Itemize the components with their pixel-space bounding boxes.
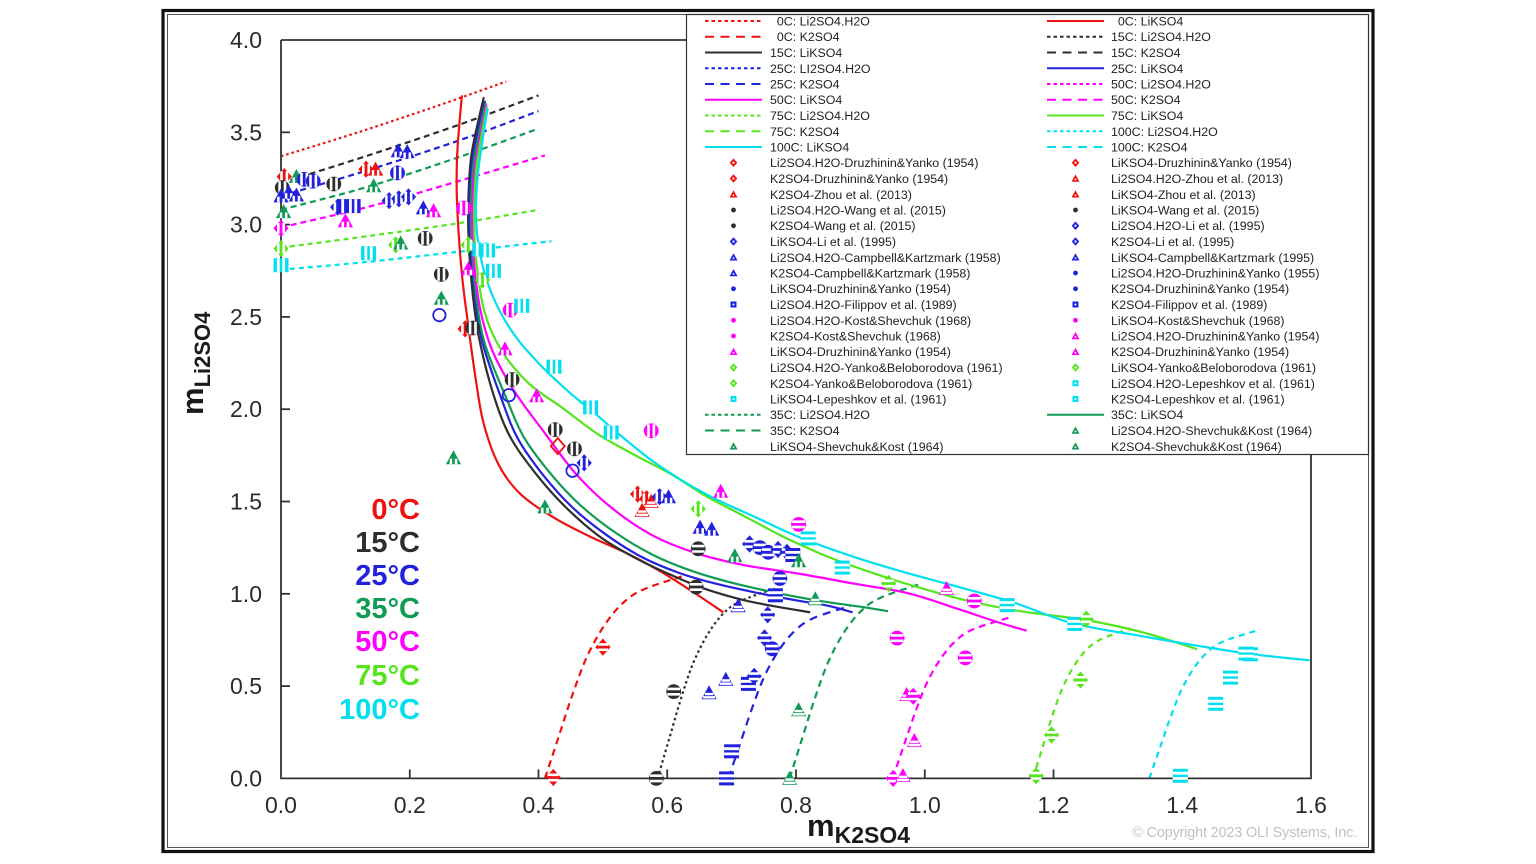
svg-text:3.0: 3.0 bbox=[230, 212, 262, 238]
svg-text:LiKSO4-Lepeshkov et al. (1961): LiKSO4-Lepeshkov et al. (1961) bbox=[770, 393, 946, 407]
svg-text:75°C: 75°C bbox=[355, 660, 420, 692]
svg-text:0.8: 0.8 bbox=[780, 792, 812, 818]
svg-text:LiKSO4-Shevchuk&Kost (1964): LiKSO4-Shevchuk&Kost (1964) bbox=[770, 440, 944, 454]
svg-text:Li2SO4.H2O-Kost&Shevchuk (1968: Li2SO4.H2O-Kost&Shevchuk (1968) bbox=[770, 314, 971, 328]
svg-text:K2SO4-Li et al. (1995): K2SO4-Li et al. (1995) bbox=[1111, 235, 1234, 249]
svg-text:K2SO4-Campbell&Kartzmark (1958: K2SO4-Campbell&Kartzmark (1958) bbox=[770, 267, 970, 281]
svg-text:Li2SO4.H2O-Druzhinin&Yanko (19: Li2SO4.H2O-Druzhinin&Yanko (1954) bbox=[770, 156, 978, 170]
svg-text:1.6: 1.6 bbox=[1295, 792, 1327, 818]
svg-text:Li2SO4.H2O-Li et al. (1995): Li2SO4.H2O-Li et al. (1995) bbox=[1111, 219, 1265, 233]
svg-text:0C: K2SO4: 0C: K2SO4 bbox=[770, 30, 840, 44]
svg-text:35C: Li2SO4.H2O: 35C: Li2SO4.H2O bbox=[770, 408, 870, 422]
svg-text:25C: K2SO4: 25C: K2SO4 bbox=[770, 78, 840, 92]
svg-text:15°C: 15°C bbox=[355, 527, 420, 559]
svg-text:K2SO4-Filippov et al. (1989): K2SO4-Filippov et al. (1989) bbox=[1111, 298, 1267, 312]
svg-text:2.0: 2.0 bbox=[230, 396, 262, 422]
svg-text:LiKSO4-Druzhinin&Yanko (1954): LiKSO4-Druzhinin&Yanko (1954) bbox=[770, 345, 951, 359]
svg-text:0C: LiKSO4: 0C: LiKSO4 bbox=[1111, 15, 1183, 29]
svg-text:K2SO4-Druzhinin&Yanko (1954): K2SO4-Druzhinin&Yanko (1954) bbox=[1111, 345, 1289, 359]
svg-text:1.0: 1.0 bbox=[909, 792, 941, 818]
svg-text:15C: Li2SO4.H2O: 15C: Li2SO4.H2O bbox=[1111, 30, 1211, 44]
svg-text:0C: Li2SO4.H2O: 0C: Li2SO4.H2O bbox=[770, 15, 870, 29]
svg-text:Li2SO4.H2O-Shevchuk&Kost (1964: Li2SO4.H2O-Shevchuk&Kost (1964) bbox=[1111, 424, 1312, 438]
svg-text:LiKSO4-Zhou et al. (2013): LiKSO4-Zhou et al. (2013) bbox=[1111, 188, 1256, 202]
svg-text:K2SO4-Kost&Shevchuk (1968): K2SO4-Kost&Shevchuk (1968) bbox=[770, 330, 941, 344]
svg-text:100C: K2SO4: 100C: K2SO4 bbox=[1111, 141, 1188, 155]
svg-text:0.0: 0.0 bbox=[265, 792, 297, 818]
svg-text:0°C: 0°C bbox=[371, 494, 420, 526]
svg-text:2.5: 2.5 bbox=[230, 304, 262, 330]
svg-text:100C: Li2SO4.H2O: 100C: Li2SO4.H2O bbox=[1111, 125, 1218, 139]
svg-text:K2SO4-Yanko&Beloborodova (1961: K2SO4-Yanko&Beloborodova (1961) bbox=[770, 377, 972, 391]
svg-text:LiKSO4-Yanko&Beloborodova (196: LiKSO4-Yanko&Beloborodova (1961) bbox=[1111, 361, 1316, 375]
svg-text:K2SO4-Druzhinin&Yanko (1954): K2SO4-Druzhinin&Yanko (1954) bbox=[770, 172, 948, 186]
svg-text:K2SO4-Wang et al. (2015): K2SO4-Wang et al. (2015) bbox=[770, 219, 916, 233]
svg-text:LiKSO4-Kost&Shevchuk (1968): LiKSO4-Kost&Shevchuk (1968) bbox=[1111, 314, 1285, 328]
svg-text:0.6: 0.6 bbox=[651, 792, 683, 818]
svg-text:Li2SO4.H2O-Zhou et al. (2013): Li2SO4.H2O-Zhou et al. (2013) bbox=[1111, 172, 1283, 186]
svg-text:© Copyright 2023 OLI Systems,: © Copyright 2023 OLI Systems, Inc. bbox=[1132, 825, 1357, 841]
svg-text:25°C: 25°C bbox=[355, 560, 420, 592]
svg-text:LiKSO4-Druzhinin&Yanko (1954): LiKSO4-Druzhinin&Yanko (1954) bbox=[1111, 156, 1292, 170]
svg-text:LiKSO4-Campbell&Kartzmark (199: LiKSO4-Campbell&Kartzmark (1995) bbox=[1111, 251, 1314, 265]
svg-text:0.5: 0.5 bbox=[230, 673, 262, 699]
svg-text:50°C: 50°C bbox=[355, 626, 420, 658]
svg-text:75C: K2SO4: 75C: K2SO4 bbox=[770, 125, 840, 139]
svg-text:50C: LiKSO4: 50C: LiKSO4 bbox=[770, 93, 842, 107]
svg-text:LiKSO4-Wang et al. (2015): LiKSO4-Wang et al. (2015) bbox=[1111, 204, 1259, 218]
svg-text:75C: LiKSO4: 75C: LiKSO4 bbox=[1111, 109, 1183, 123]
svg-text:0.2: 0.2 bbox=[394, 792, 426, 818]
svg-text:1.5: 1.5 bbox=[230, 489, 262, 515]
svg-text:15C: K2SO4: 15C: K2SO4 bbox=[1111, 46, 1181, 60]
svg-text:35C: LiKSO4: 35C: LiKSO4 bbox=[1111, 408, 1183, 422]
svg-text:25C: LiKSO4: 25C: LiKSO4 bbox=[1111, 62, 1183, 76]
svg-text:1.0: 1.0 bbox=[230, 581, 262, 607]
svg-text:100C: LiKSO4: 100C: LiKSO4 bbox=[770, 141, 849, 155]
svg-text:35°C: 35°C bbox=[355, 593, 420, 625]
svg-text:50C: K2SO4: 50C: K2SO4 bbox=[1111, 93, 1181, 107]
svg-text:0.4: 0.4 bbox=[523, 792, 555, 818]
svg-text:4.0: 4.0 bbox=[230, 27, 262, 53]
svg-text:Li2SO4.H2O-Druzhinin&Yanko (19: Li2SO4.H2O-Druzhinin&Yanko (1954) bbox=[1111, 330, 1319, 344]
svg-text:50C: Li2SO4.H2O: 50C: Li2SO4.H2O bbox=[1111, 78, 1211, 92]
svg-text:K2SO4-Lepeshkov et al. (1961): K2SO4-Lepeshkov et al. (1961) bbox=[1111, 393, 1285, 407]
svg-text:Li2SO4.H2O-Filippov et al. (19: Li2SO4.H2O-Filippov et al. (1989) bbox=[770, 298, 957, 312]
svg-text:Li2SO4.H2O-Lepeshkov et al. (1: Li2SO4.H2O-Lepeshkov et al. (1961) bbox=[1111, 377, 1315, 391]
svg-text:75C: Li2SO4.H2O: 75C: Li2SO4.H2O bbox=[770, 109, 870, 123]
svg-text:K2SO4-Zhou et al. (2013): K2SO4-Zhou et al. (2013) bbox=[770, 188, 912, 202]
svg-text:Li2SO4.H2O-Druzhinin&Yanko (19: Li2SO4.H2O-Druzhinin&Yanko (1955) bbox=[1111, 267, 1319, 281]
svg-text:LiKSO4-Druzhinin&Yanko (1954): LiKSO4-Druzhinin&Yanko (1954) bbox=[770, 282, 951, 296]
svg-text:15C: LiKSO4: 15C: LiKSO4 bbox=[770, 46, 842, 60]
svg-text:1.2: 1.2 bbox=[1038, 792, 1070, 818]
svg-text:3.5: 3.5 bbox=[230, 119, 262, 145]
svg-text:Li2SO4.H2O-Campbell&Kartzmark: Li2SO4.H2O-Campbell&Kartzmark (1958) bbox=[770, 251, 1001, 265]
svg-text:LiKSO4-Li et al. (1995): LiKSO4-Li et al. (1995) bbox=[770, 235, 896, 249]
svg-text:0.0: 0.0 bbox=[230, 765, 262, 791]
svg-text:1.4: 1.4 bbox=[1166, 792, 1198, 818]
svg-text:K2SO4-Druzhinin&Yanko (1954): K2SO4-Druzhinin&Yanko (1954) bbox=[1111, 282, 1289, 296]
svg-text:K2SO4-Shevchuk&Kost (1964): K2SO4-Shevchuk&Kost (1964) bbox=[1111, 440, 1282, 454]
svg-text:100°C: 100°C bbox=[339, 694, 420, 726]
svg-text:Li2SO4.H2O-Yanko&Beloborodova: Li2SO4.H2O-Yanko&Beloborodova (1961) bbox=[770, 361, 1003, 375]
svg-text:Li2SO4.H2O-Wang et al. (2015): Li2SO4.H2O-Wang et al. (2015) bbox=[770, 204, 946, 218]
svg-text:35C: K2SO4: 35C: K2SO4 bbox=[770, 424, 840, 438]
svg-text:25C: LI2SO4.H2O: 25C: LI2SO4.H2O bbox=[770, 62, 871, 76]
